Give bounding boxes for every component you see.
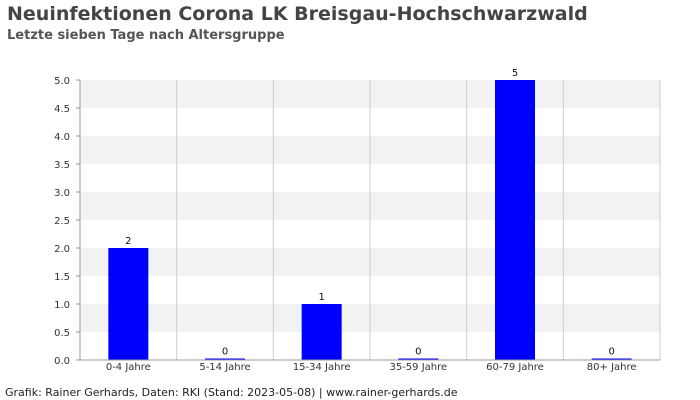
chart-title: Neuinfektionen Corona LK Breisgau-Hochsc… [7, 3, 588, 25]
bar-35-59-jahre [398, 358, 439, 360]
x-tick-label: 0-4 Jahre [106, 362, 151, 373]
data-label: 0 [222, 347, 228, 358]
source-footer: Grafik: Rainer Gerhards, Daten: RKI (Sta… [5, 386, 458, 399]
x-tick-label: 60-79 Jahre [486, 362, 544, 373]
data-label: 0 [608, 347, 614, 358]
bar-5-14-jahre [205, 358, 245, 360]
y-tick-label: 4.0 [54, 132, 70, 143]
data-label: 2 [125, 236, 131, 247]
y-tick-label: 0.5 [54, 328, 70, 339]
bar-60-79-jahre [495, 80, 535, 360]
data-label: 0 [415, 347, 421, 358]
y-tick-label: 3.0 [54, 188, 70, 199]
y-tick-label: 5.0 [54, 76, 70, 87]
bar-15-34-jahre [301, 304, 342, 360]
y-tick-label: 3.5 [54, 160, 70, 171]
x-tick-label: 5-14 Jahre [199, 362, 250, 373]
y-tick-label: 1.5 [54, 272, 70, 283]
bar-80-jahre [591, 358, 632, 360]
y-tick-label: 0.0 [54, 356, 70, 367]
x-tick-label: 15-34 Jahre [293, 362, 351, 373]
y-tick-label: 2.0 [54, 244, 70, 255]
y-tick-label: 2.5 [54, 216, 70, 227]
data-label: 1 [318, 292, 324, 303]
chart-subtitle: Letzte sieben Tage nach Altersgruppe [7, 28, 285, 43]
y-tick-label: 4.5 [54, 104, 70, 115]
y-tick-label: 1.0 [54, 300, 70, 311]
bar-0-4-jahre [108, 248, 149, 360]
data-label: 5 [512, 68, 518, 79]
x-tick-label: 80+ Jahre [587, 362, 637, 373]
x-tick-label: 35-59 Jahre [389, 362, 447, 373]
